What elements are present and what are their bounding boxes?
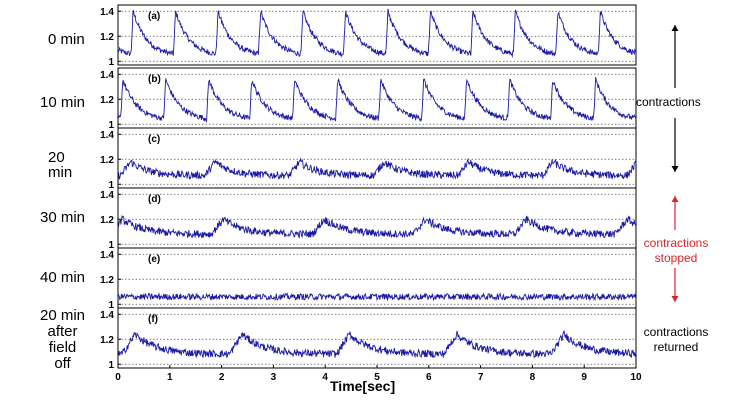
signal-trace (117, 330, 637, 359)
y-tick-label: 1.2 (100, 32, 114, 43)
contractions-note: contractions (636, 95, 701, 109)
signal-trace (117, 214, 637, 239)
x-tick-label: 4 (322, 372, 328, 383)
y-tick-label: 1.2 (100, 95, 114, 106)
up-arrow-red-head (671, 196, 679, 202)
y-tick-label: 1.4 (100, 7, 114, 18)
down-arrow-red-head (671, 296, 679, 302)
annotation-arrows (671, 25, 679, 302)
y-tick-label: 1 (108, 57, 114, 68)
signal-trace (117, 292, 637, 302)
panel-a-time-label: 0 min (48, 31, 85, 48)
down-arrow-black-head (671, 166, 679, 172)
x-tick-label: 3 (271, 372, 277, 383)
panel-e: 1 1.2 1.4 (e) (100, 247, 637, 311)
panel-f: 1 1.2 1.4 (f) (100, 307, 637, 371)
panel-frame (117, 307, 637, 369)
panel-tag: (f) (148, 314, 158, 325)
panel-d-time-label: 30 min (40, 209, 86, 226)
panel-b: 1 1.2 1.4 (b) (100, 67, 637, 131)
y-tick-label: 1.2 (100, 335, 114, 346)
y-tick-label: 1.2 (100, 275, 114, 286)
panel-frame (117, 67, 637, 129)
y-tick-label: 1.4 (100, 70, 114, 81)
y-tick-label: 1 (108, 360, 114, 371)
panel-frame (117, 4, 637, 66)
panel-tag: (a) (148, 11, 160, 22)
signal-trace (117, 8, 637, 58)
contractions-returned-note: contractions returned (643, 325, 709, 354)
signal-trace (117, 76, 637, 123)
y-tick-label: 1 (108, 120, 114, 131)
panel-a: 1 1.2 1.4 (a) (100, 4, 637, 68)
panel-tag: (d) (148, 194, 161, 205)
panel-c-time-label: 20 min (48, 149, 73, 181)
panel-d: 1 1.2 1.4 (d) (100, 187, 637, 251)
x-tick-label: 8 (530, 372, 536, 383)
x-axis-title: Time[sec] (330, 378, 396, 394)
panel-frame (117, 187, 637, 249)
x-tick-label: 2 (219, 372, 225, 383)
y-tick-label: 1.4 (100, 190, 114, 201)
panel-tag: (b) (148, 74, 161, 85)
y-tick-label: 1.2 (100, 155, 114, 166)
panel-tag: (e) (148, 254, 160, 265)
panel-f-time-label: 20 min after field off (40, 307, 86, 372)
panel-e-time-label: 40 min (40, 269, 86, 286)
y-tick-label: 1.2 (100, 215, 114, 226)
contractions-stopped-note: contractions stopped (643, 236, 709, 265)
y-tick-label: 1.4 (100, 250, 114, 261)
x-tick-label: 0 (115, 372, 121, 383)
x-tick-label: 6 (426, 372, 432, 383)
x-tick-label: 10 (630, 372, 642, 383)
x-tick-label: 7 (478, 372, 484, 383)
panel-c: 1 1.2 1.4 (c) (100, 127, 637, 191)
panel-frame (117, 127, 637, 189)
y-tick-label: 1 (108, 240, 114, 251)
panel-b-time-label: 10 min (40, 94, 86, 111)
y-tick-label: 1.4 (100, 310, 114, 321)
y-tick-label: 1 (108, 300, 114, 311)
x-tick-label: 5 (374, 372, 380, 383)
x-tick-label: 1 (167, 372, 173, 383)
y-tick-label: 1 (108, 180, 114, 191)
x-tick-label: 9 (581, 372, 587, 383)
signal-trace (117, 157, 637, 181)
panel-tag: (c) (148, 134, 160, 145)
up-arrow-black-head (671, 25, 679, 31)
y-tick-label: 1.4 (100, 130, 114, 141)
